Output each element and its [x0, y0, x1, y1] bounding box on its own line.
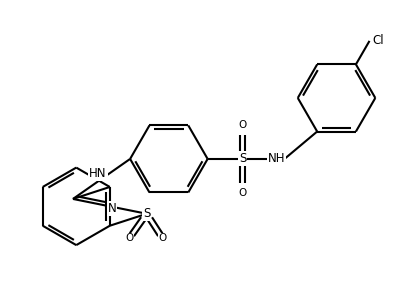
Text: HN: HN: [89, 167, 107, 180]
Text: O: O: [238, 120, 247, 130]
Text: O: O: [125, 233, 133, 243]
Text: N: N: [107, 202, 116, 215]
Text: NH: NH: [268, 152, 285, 165]
Text: Cl: Cl: [372, 34, 384, 47]
Text: S: S: [239, 152, 246, 165]
Text: S: S: [143, 207, 150, 220]
Text: O: O: [238, 188, 247, 198]
Text: O: O: [158, 233, 167, 243]
